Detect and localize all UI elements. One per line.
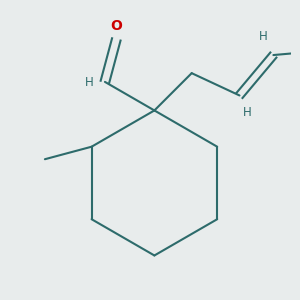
Text: H: H <box>243 106 251 119</box>
Text: H: H <box>85 76 94 89</box>
Text: H: H <box>259 30 268 43</box>
Text: O: O <box>110 19 122 33</box>
